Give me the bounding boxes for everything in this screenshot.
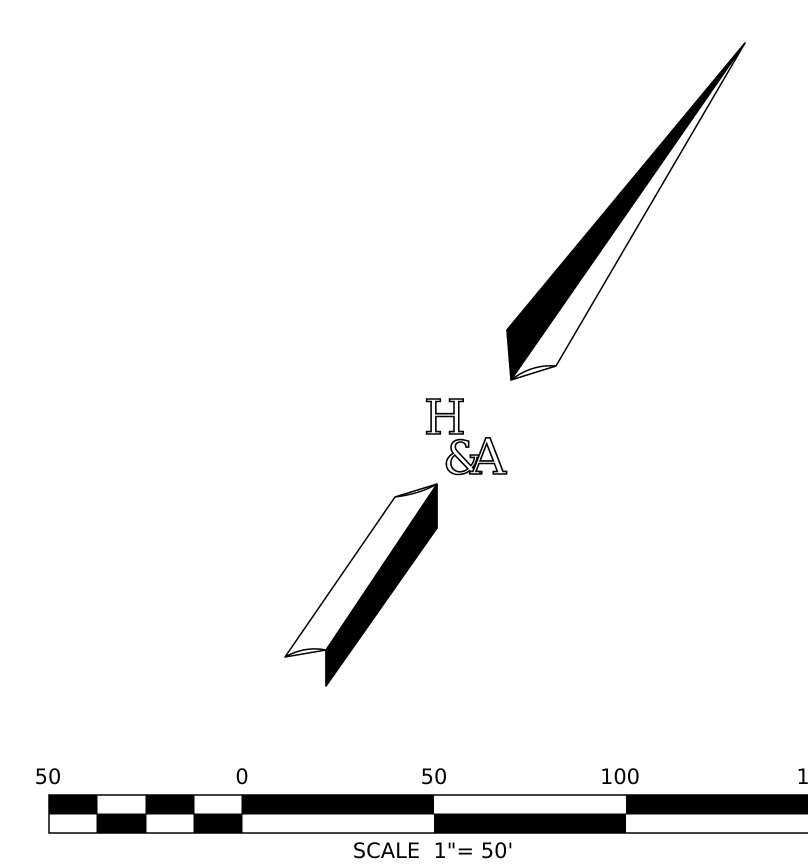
north-arrow-lower-tail-2 xyxy=(284,648,327,658)
scale-tick-label: 50 xyxy=(35,765,62,789)
scale-caption: SCALE 1"= 50' xyxy=(353,839,513,863)
svg-text:A: A xyxy=(469,428,507,486)
svg-text:H: H xyxy=(424,390,466,446)
scale-bar: 50 0 50 100 1 SCALE 1"= 50' xyxy=(35,765,808,863)
north-arrow-icon xyxy=(284,42,746,687)
north-arrow-upper-shade xyxy=(506,42,746,381)
north-arrow-lower-tail xyxy=(394,483,438,498)
scale-tick-label: 1 xyxy=(796,765,808,789)
scale-segment xyxy=(242,795,434,814)
scale-segment xyxy=(146,795,194,814)
svg-text:&: & xyxy=(443,431,484,485)
north-arrow-lower-shade xyxy=(325,483,438,687)
scale-segment xyxy=(434,814,626,833)
scale-segment xyxy=(194,814,242,833)
scale-tick-label: 100 xyxy=(600,765,640,789)
scale-segment xyxy=(49,795,97,814)
north-arrow-upper-tail xyxy=(510,365,557,381)
scale-segment xyxy=(97,814,146,833)
h-and-a-logo: H & A xyxy=(423,389,508,487)
scale-segment xyxy=(626,795,808,814)
north-arrow-lower-blade xyxy=(284,483,438,687)
scale-tick-label: 0 xyxy=(235,765,248,789)
scale-tick-label: 50 xyxy=(421,765,448,789)
